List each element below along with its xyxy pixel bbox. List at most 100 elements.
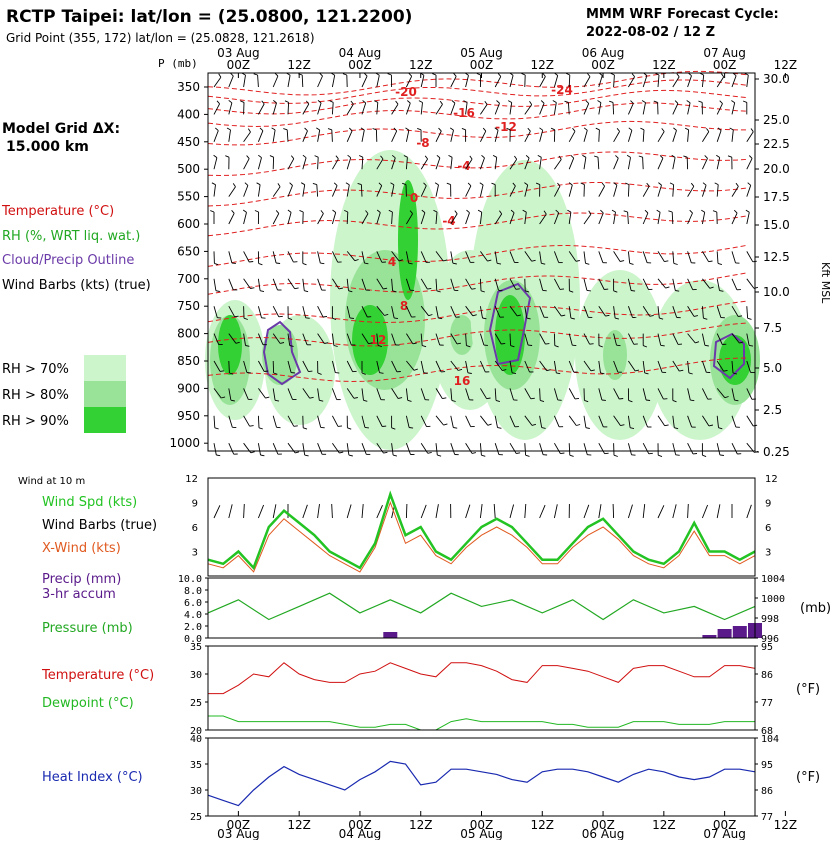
wind-barb [643, 443, 649, 454]
wind-barb-flag [514, 156, 516, 159]
kft-tick-label: 7.5 [763, 321, 782, 335]
wind-tick-label: 6 [765, 523, 771, 534]
wind-barb-flag [701, 210, 704, 212]
wind-barb [287, 130, 288, 142]
wind-barb [466, 416, 471, 427]
time-tick-label: 12Z [531, 818, 555, 832]
time-tick-label: 00Z [348, 58, 372, 72]
wind-barb-flag [214, 263, 218, 264]
surface-wind-barb [466, 505, 470, 518]
wind-barb [258, 104, 264, 115]
wind-barb-flag [586, 263, 590, 264]
wind-barb-flag [516, 453, 520, 454]
wind-barb [614, 185, 617, 197]
surface-wind-barb [258, 505, 263, 518]
heat-unit-f: (°F) [796, 770, 820, 785]
wind-barb [273, 416, 276, 428]
wind-barb-flag [333, 210, 336, 213]
wind-barb-flag [590, 344, 594, 345]
legend-rh: RH (%, WRT liq. wat.) [2, 229, 140, 244]
wind-barb [244, 159, 250, 170]
page-title: RCTP Taipei: lat/lon = (25.0800, 121.220… [6, 7, 412, 27]
wind-barb [244, 132, 251, 142]
wind-barb-flag [306, 318, 310, 319]
rh-area [450, 315, 474, 355]
date-label: 05 Aug [460, 827, 503, 840]
wind-barb-flag [444, 424, 448, 425]
rh80-label: RH > 80% [2, 388, 69, 403]
wind-barb-flag [472, 453, 476, 454]
wind-barb-flag [350, 318, 354, 319]
axis-tick-label: 40 [190, 734, 202, 745]
wind-barb-flag [674, 263, 678, 264]
wind-barb-flag [384, 452, 388, 453]
wind-barb-flag [594, 156, 598, 157]
wind-barb [273, 443, 278, 454]
wind-barb [732, 279, 737, 290]
wind-barb [406, 103, 410, 114]
wind-barb-flag [260, 128, 263, 131]
legend-temperature: Temperature (°C) [1, 204, 114, 219]
model-grid-value: 15.000 km [6, 139, 89, 155]
wind-barb [732, 186, 738, 196]
wind-barb [614, 75, 615, 87]
surface-wind-barb [584, 505, 589, 518]
wind-barb-flag [240, 101, 244, 103]
wind-barb-flag [657, 210, 660, 212]
date-label: 06 Aug [582, 827, 625, 840]
wind-barb-flag [227, 128, 231, 130]
wind-barb [451, 416, 454, 428]
wind-barb-flag [664, 261, 668, 262]
date-label: 03 Aug [217, 827, 260, 840]
wind-barb-flag [614, 455, 618, 456]
wind-barb [717, 131, 721, 142]
wind-tick-label: 12 [185, 474, 198, 485]
kft-ticks: 30.025.022.520.017.515.012.510.07.55.02.… [755, 72, 790, 459]
x-wind-label: X-Wind (kts) [42, 541, 121, 556]
wind-barb-flag [288, 210, 291, 212]
wind-barb-flag [266, 397, 270, 398]
wind-barb-flag [526, 155, 529, 158]
time-tick-label: 12Z [287, 58, 311, 72]
wind-barb [406, 130, 409, 142]
wind-tick-label: 3 [192, 548, 198, 559]
wind-barb-flag [480, 183, 483, 185]
time-tick-label: 12Z [409, 58, 433, 72]
wind-tick-label: 9 [765, 499, 771, 510]
wind-barb-flag [251, 288, 255, 289]
wind-barb [554, 443, 560, 453]
wind-barb-flag [335, 373, 339, 374]
axis-tick-label: 6.0 [184, 598, 202, 609]
wind-barb-flag [328, 129, 332, 130]
wind-barb-flag [551, 128, 555, 130]
wind-barb [599, 130, 600, 142]
time-tick-label: 12Z [774, 818, 798, 832]
kft-tick-label: 17.5 [763, 190, 790, 204]
wind-barb-flag [349, 455, 353, 456]
axis-tick-label: 35 [190, 760, 202, 771]
precip-label: Precip (mm) [42, 572, 121, 587]
temperature-contour-label: 4 [388, 255, 396, 269]
wind-barb-flag [743, 101, 747, 102]
pressure-tick-label: 750 [177, 299, 200, 313]
wind-barb [347, 158, 351, 170]
wind-barb [747, 416, 753, 426]
wind-barb [510, 443, 516, 453]
wind-barb [702, 251, 708, 261]
wind-barb-flag [439, 128, 442, 131]
surface-wind-barb [599, 504, 601, 518]
precip-panel-frame [208, 578, 755, 638]
wind-barb [569, 185, 572, 197]
pressure-unit: (mb) [800, 601, 831, 616]
wind-barb [332, 75, 334, 87]
wind-barb-flag [715, 183, 719, 185]
wind-barb [318, 76, 323, 87]
wind-barb [421, 103, 422, 115]
wind-barb-flag [481, 455, 485, 456]
wind-barb [303, 279, 305, 291]
wind-barb-flag [609, 101, 613, 102]
time-tick-label: 12Z [531, 58, 555, 72]
precip-pressure-panel: Precip (mm) 3-hr accum Pressure (mb) 10.… [42, 572, 831, 645]
wind-barb [229, 361, 230, 373]
